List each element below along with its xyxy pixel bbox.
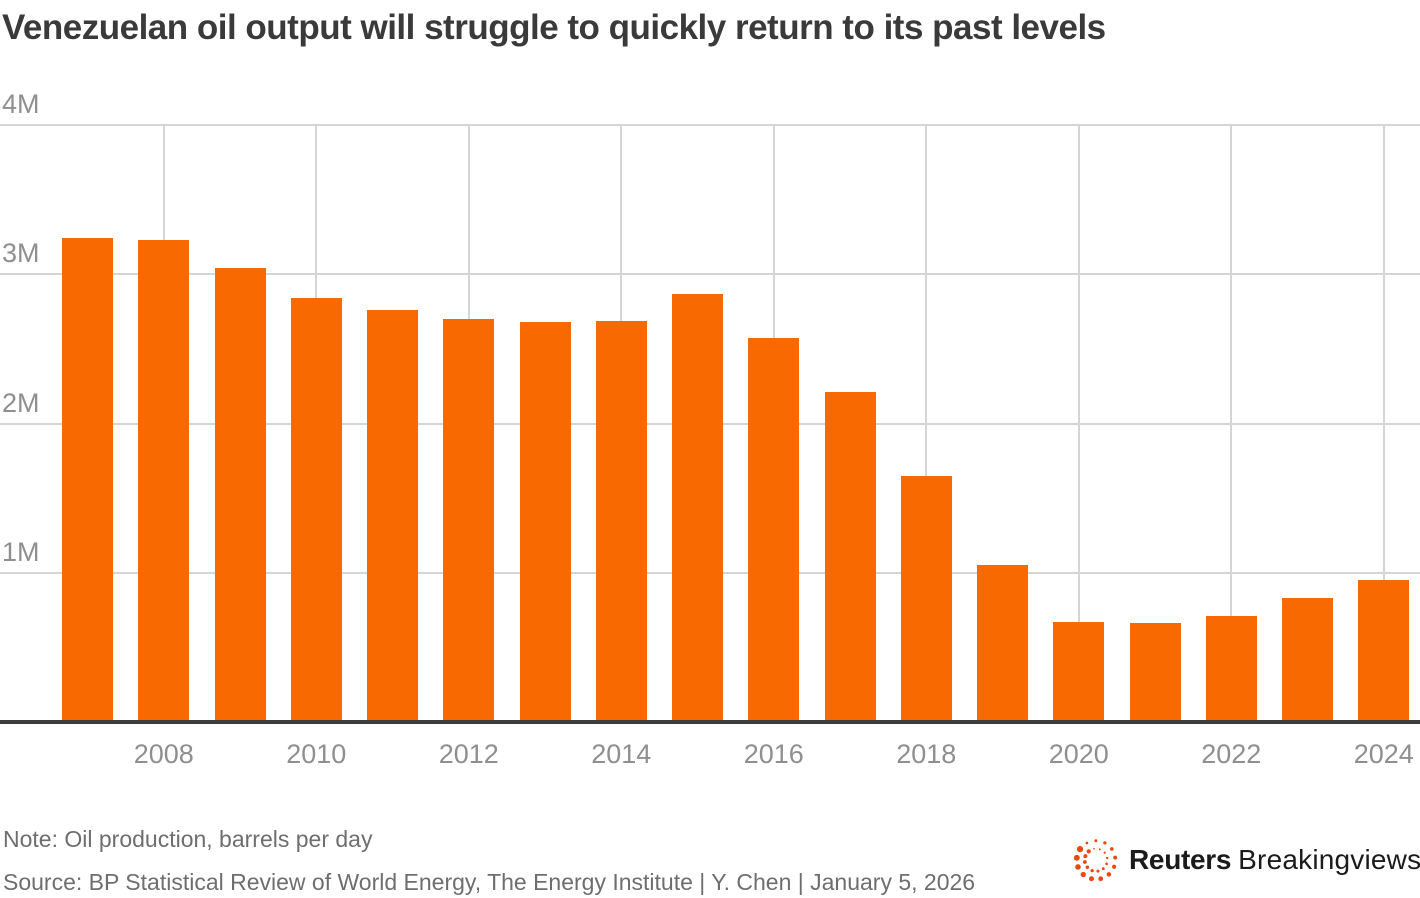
reuters-logo-icon <box>1073 839 1118 882</box>
x-tick-label-2010: 2010 <box>286 739 347 769</box>
bar-2022 <box>1205 616 1257 722</box>
bar-2024 <box>1358 580 1410 722</box>
x-tick-label-2018: 2018 <box>896 739 957 769</box>
v-gridline-2022 <box>1230 125 1233 722</box>
x-tick-label-2014: 2014 <box>591 739 652 769</box>
y-tick-label-2m: 2M <box>2 387 40 418</box>
brand-breakingviews: Breakingviews <box>1238 844 1420 875</box>
bar-2018 <box>900 475 952 722</box>
x-tick-label-2008: 2008 <box>133 739 194 769</box>
x-tick-label-2024: 2024 <box>1353 739 1414 769</box>
bar-2017 <box>824 392 876 722</box>
x-axis-baseline <box>0 720 1420 724</box>
bar-2010 <box>290 298 342 722</box>
bar-2015 <box>672 293 723 722</box>
bar-2012 <box>443 319 495 722</box>
bar-2007 <box>62 238 113 722</box>
bar-2009 <box>214 268 266 722</box>
y-tick-label-4m: 4M <box>2 89 40 119</box>
bar-2020 <box>1053 622 1105 722</box>
v-gridline-2020 <box>1077 125 1080 722</box>
h-gridline-4m <box>0 124 1420 126</box>
brand-reuters: Reuters <box>1129 844 1232 875</box>
v-gridline-2024 <box>1382 125 1385 722</box>
bar-2019 <box>977 565 1028 722</box>
bar-2013 <box>519 322 571 722</box>
bar-2008 <box>138 239 190 722</box>
bar-2016 <box>748 338 800 722</box>
chart-title: Venezuelan oil output will struggle to q… <box>2 8 1106 47</box>
x-tick-label-2012: 2012 <box>438 739 499 769</box>
bar-2023 <box>1282 598 1333 722</box>
x-tick-label-2020: 2020 <box>1048 739 1109 769</box>
chart-source: Source: BP Statistical Review of World E… <box>3 869 976 895</box>
bar-2011 <box>367 310 418 722</box>
x-tick-label-2022: 2022 <box>1201 739 1262 769</box>
chart-note: Note: Oil production, barrels per day <box>3 826 373 852</box>
x-tick-label-2016: 2016 <box>743 739 804 769</box>
h-gridline-3m <box>0 273 1420 276</box>
bar-2014 <box>595 320 647 722</box>
brand-name: Reuters Breakingviews <box>1129 836 1420 884</box>
y-tick-label-1m: 1M <box>2 536 40 567</box>
bar-2021 <box>1129 623 1181 722</box>
brand-lockup: Reuters Breakingviews <box>1072 836 1420 884</box>
y-tick-label-3m: 3M <box>2 238 40 269</box>
v-gridline-2018 <box>925 125 928 722</box>
